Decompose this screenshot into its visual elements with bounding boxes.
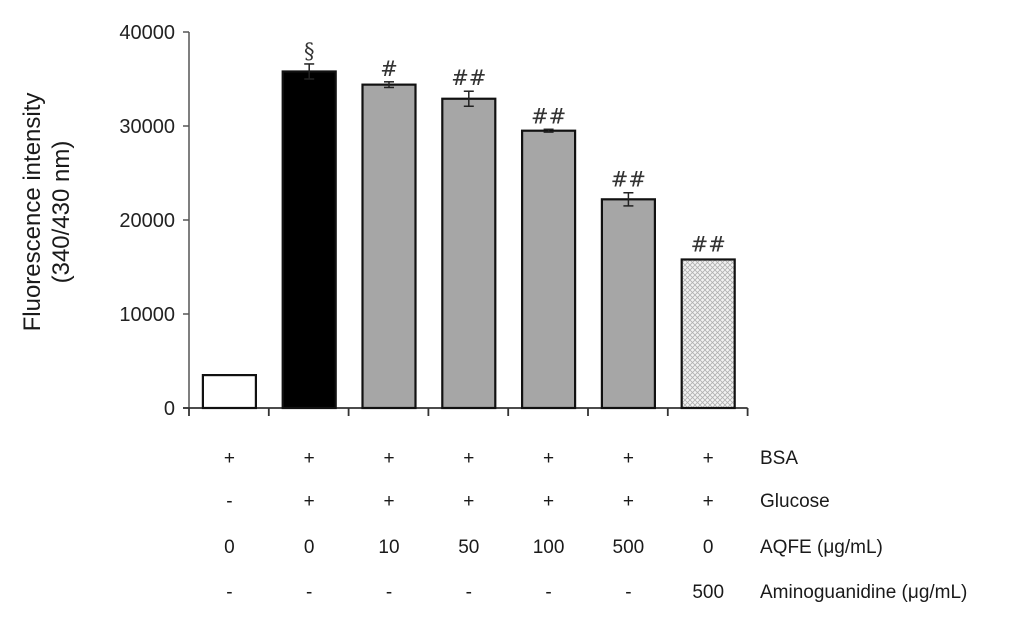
bar-7 (680, 258, 736, 410)
bar-6 (600, 198, 657, 410)
bar-2 (281, 70, 337, 410)
condition-cell: - (226, 491, 233, 512)
condition-cell: + (463, 491, 475, 512)
bar-4 (441, 97, 497, 410)
condition-row-label: BSA (760, 448, 799, 469)
y-tick-label: 10000 (119, 304, 175, 326)
condition-cell: - (625, 582, 632, 603)
y-axis-label: Fluorescence intensity (340/430 nm) (18, 52, 76, 372)
condition-cell: + (702, 491, 714, 512)
bar-1 (201, 374, 257, 410)
condition-cell: + (543, 448, 555, 469)
condition-cell: 100 (532, 537, 565, 558)
condition-cell: - (465, 582, 472, 603)
y-tick-label: 0 (164, 398, 175, 420)
condition-cell: - (306, 582, 313, 603)
condition-row-label: Aminoguanidine (μg/mL) (760, 582, 968, 603)
significance-marker: ## (451, 66, 486, 90)
significance-marker: § (304, 39, 315, 63)
condition-cell: + (383, 491, 395, 512)
condition-cell: + (383, 448, 395, 469)
condition-cell: 500 (692, 582, 725, 603)
x-axis (183, 407, 749, 416)
significance-marker: # (380, 57, 398, 81)
condition-cell: + (622, 491, 634, 512)
condition-cell: + (702, 448, 714, 469)
condition-cell: 0 (224, 537, 235, 558)
significance-annotations: §# ######## (304, 39, 726, 257)
condition-cell: + (622, 448, 634, 469)
condition-cell: - (545, 582, 552, 603)
y-tick-label: 30000 (119, 116, 175, 138)
condition-row-label: Glucose (760, 491, 830, 512)
condition-cell: + (543, 491, 555, 512)
y-tick-label: 40000 (119, 22, 175, 44)
y-axis-label-line-1: Fluorescence intensity (19, 92, 46, 332)
condition-cell: 10 (378, 537, 400, 558)
condition-cell: - (226, 582, 233, 603)
condition-cell: + (223, 448, 235, 469)
condition-cell: 500 (612, 537, 645, 558)
significance-marker: ## (611, 168, 646, 192)
significance-marker: ## (531, 104, 566, 128)
condition-cell: 0 (702, 537, 714, 558)
bars (201, 63, 736, 410)
y-axis: 0 10000 20000 30000 40000 (119, 22, 190, 420)
condition-cell: + (303, 448, 315, 469)
significance-marker: ## (691, 232, 726, 256)
condition-cell: + (303, 491, 315, 512)
y-tick-label: 20000 (119, 210, 175, 232)
bar-5 (520, 129, 577, 410)
condition-cell: - (385, 582, 393, 603)
condition-cell: 50 (458, 537, 480, 558)
bar-3 (361, 83, 417, 410)
condition-cell: + (463, 448, 475, 469)
y-axis-label-line-2: (340/430 nm) (48, 140, 75, 284)
condition-cell: 0 (303, 537, 315, 558)
condition-row-label: AQFE (μg/mL) (760, 537, 883, 558)
